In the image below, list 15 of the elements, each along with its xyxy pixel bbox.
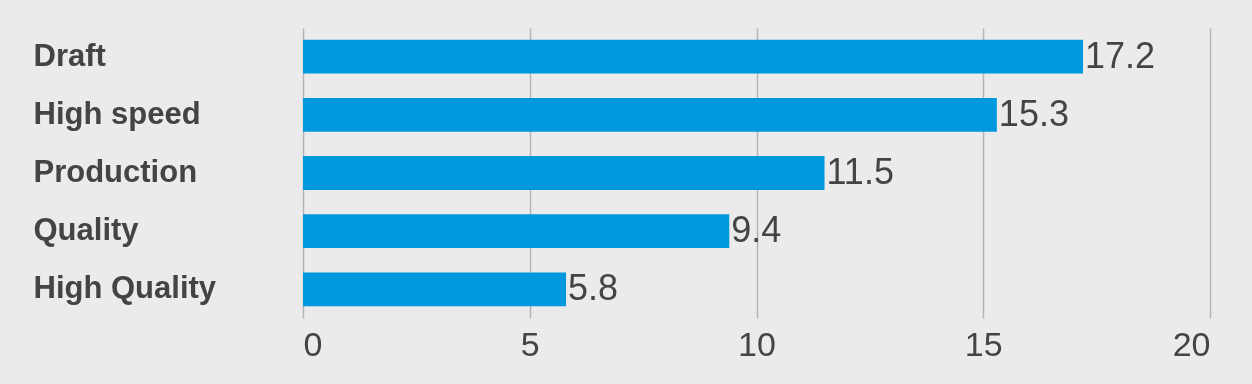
y-tick-label: Quality [33,212,140,248]
x-tick-label: 5 [520,324,540,363]
data-label: 5.8 [568,267,619,309]
data-label: 17.2 [1085,34,1156,76]
data-label: 15.3 [998,92,1069,134]
y-tick-label: High Quality [33,270,217,306]
x-tick-label: 20 [1172,324,1211,363]
x-tick-label: 10 [738,324,776,363]
y-tick-label: Draft [33,37,106,73]
y-tick-label: Production [33,154,198,189]
x-tick-label: 15 [964,324,1003,363]
x-tick-label: 0 [303,324,323,363]
y-tick-label: High speed [33,95,201,131]
data-label: 11.5 [826,151,894,192]
data-label: 9.4 [731,209,782,251]
